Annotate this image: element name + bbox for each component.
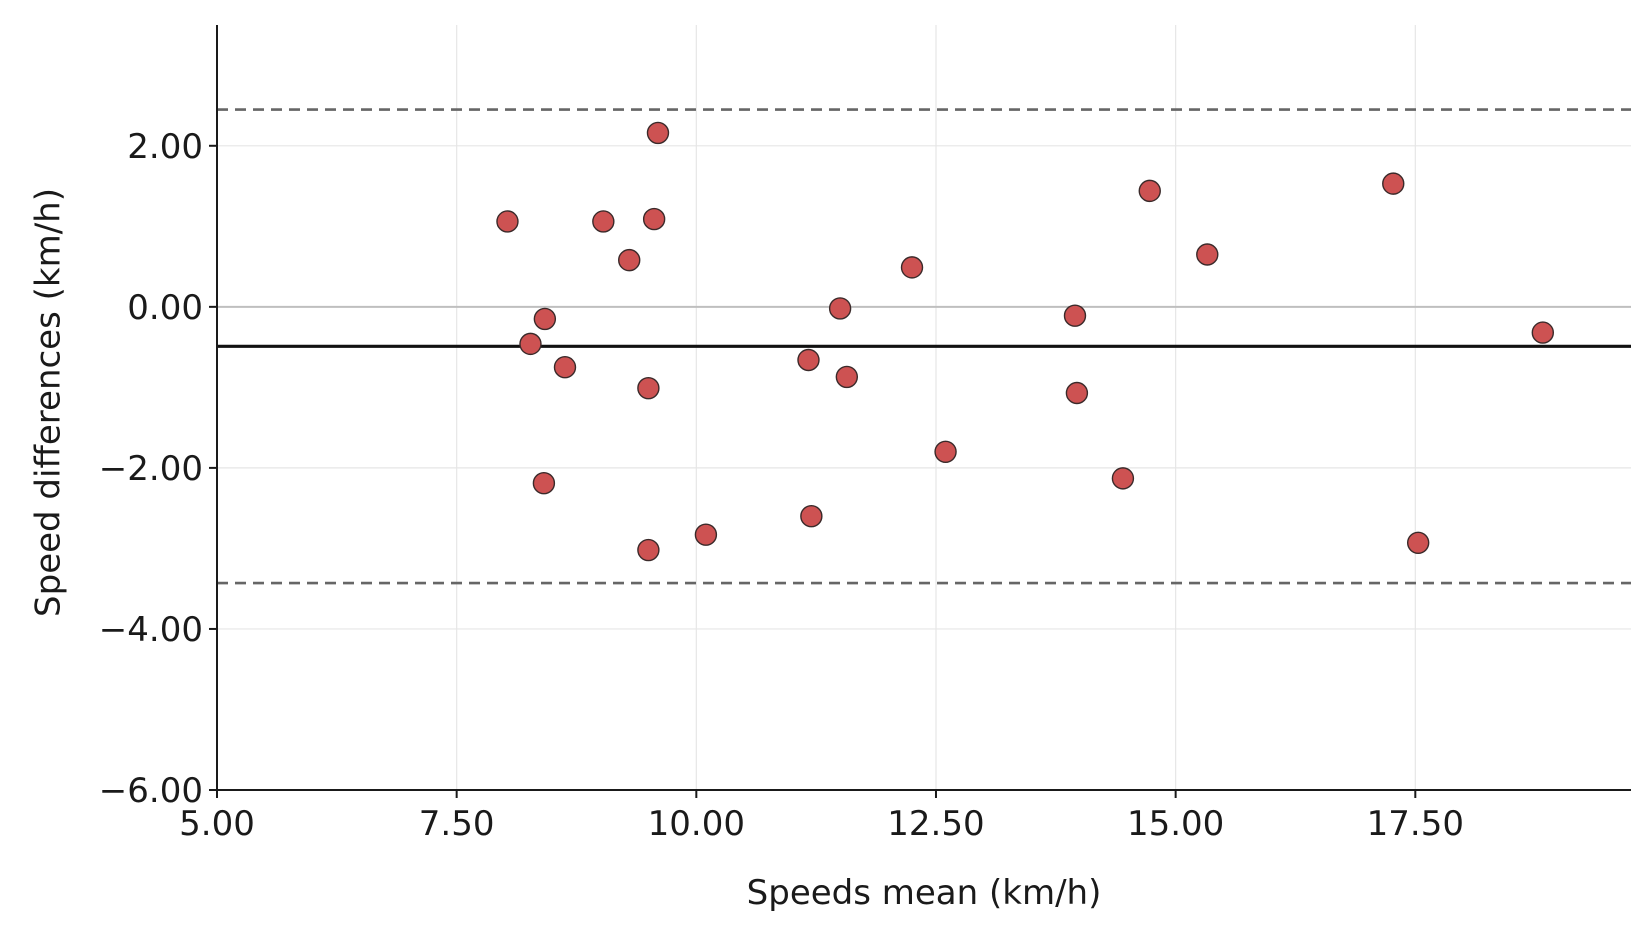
- data-point: [1063, 304, 1087, 327]
- tick-labels: 5.00 7.50 10.00 12.50 15.00 17.50 −6.00 −4.00 −2…: [99, 127, 1464, 844]
- y-tick-label: −4.00: [99, 610, 203, 650]
- data-point: [637, 538, 660, 562]
- y-tick-label: −6.00: [99, 771, 203, 811]
- x-tick-label: 7.50: [419, 804, 495, 844]
- y-tick-label: −2.00: [99, 449, 203, 489]
- data-point: [1138, 179, 1161, 203]
- data-point: [1531, 321, 1555, 344]
- data-point: [1196, 243, 1219, 266]
- data-point: [618, 248, 641, 272]
- data-point: [828, 297, 852, 320]
- data-point: [797, 348, 820, 372]
- data-point: [496, 210, 519, 233]
- data-point: [533, 307, 557, 331]
- x-tick-label: 15.00: [1127, 804, 1224, 844]
- x-tick-label: 12.50: [887, 804, 984, 844]
- data-point: [1111, 467, 1135, 490]
- data-point: [519, 332, 542, 356]
- reference-lines: [217, 108, 1631, 585]
- data-point: [532, 471, 556, 495]
- x-tick-label: 17.50: [1367, 804, 1464, 844]
- data-point: [592, 210, 615, 233]
- y-tick-label: 0.00: [127, 288, 203, 328]
- data-point: [835, 365, 859, 389]
- data-point: [637, 376, 660, 400]
- x-tick-label: 10.00: [648, 804, 745, 844]
- y-tick-label: 2.00: [127, 127, 203, 167]
- grid: [217, 25, 1631, 791]
- x-axis-title: Speeds mean (km/h): [747, 873, 1102, 913]
- data-point: [1382, 172, 1405, 195]
- data-points: [496, 121, 1555, 562]
- data-point: [553, 356, 577, 379]
- data-point: [694, 523, 718, 546]
- y-axis-title: Speed differences (km/h): [29, 188, 69, 617]
- data-point: [646, 121, 670, 145]
- data-point: [900, 256, 924, 279]
- data-point: [800, 505, 823, 528]
- data-point: [934, 440, 957, 463]
- data-point: [1406, 531, 1430, 554]
- axes: [209, 25, 1631, 798]
- data-point: [1065, 381, 1089, 405]
- data-point: [642, 207, 666, 231]
- x-tick-label: 5.00: [179, 804, 255, 844]
